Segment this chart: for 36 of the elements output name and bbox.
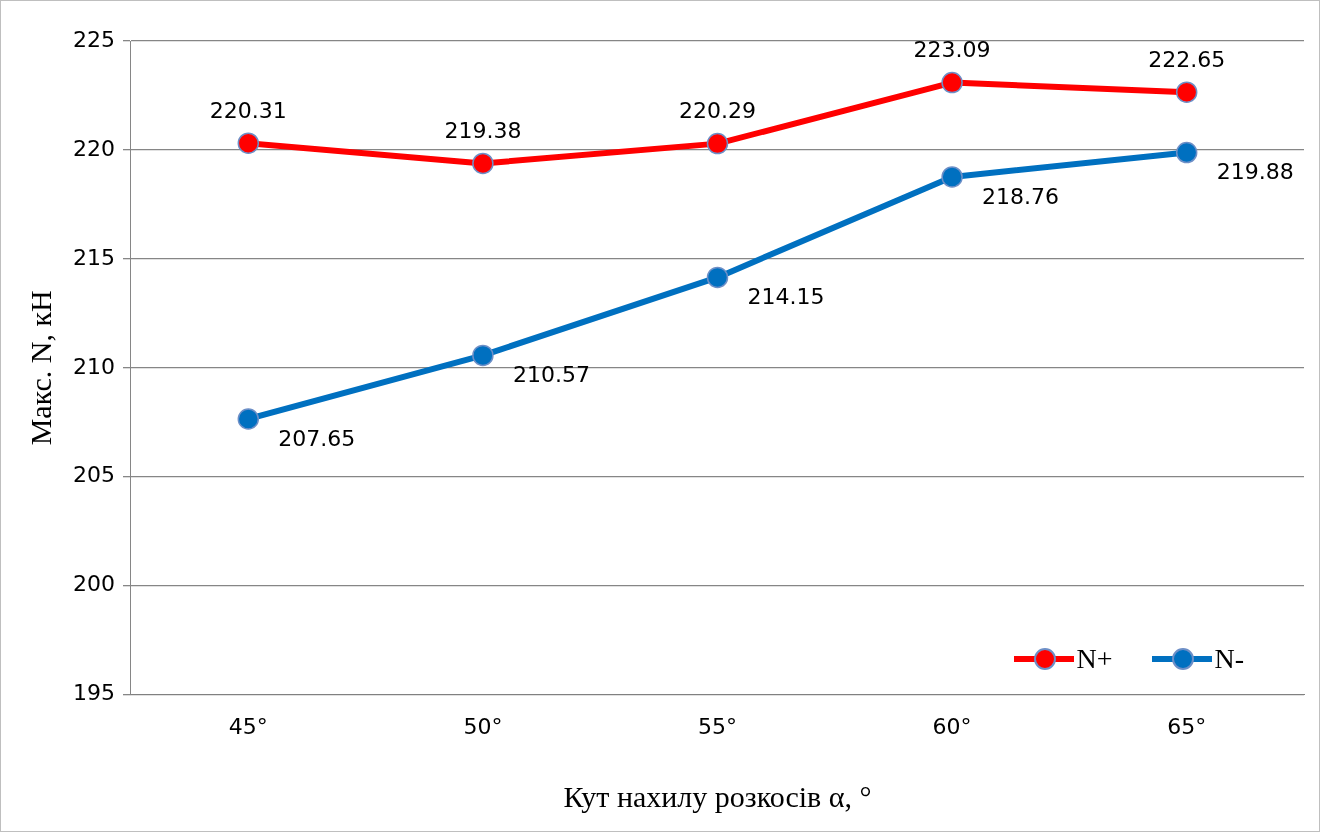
x-tick-label: 60° [932, 713, 972, 739]
x-tick-label: 50° [463, 713, 503, 739]
point [472, 152, 494, 175]
data-label: 222.65 [1148, 46, 1226, 72]
y-tick-label: 205 [72, 462, 115, 488]
point [706, 132, 729, 155]
point [237, 408, 260, 430]
point [1175, 141, 1198, 164]
y-tick-label: 200 [72, 571, 115, 597]
legend-label: N- [1214, 642, 1244, 675]
y-tick-label: 195 [72, 680, 115, 706]
point [1175, 81, 1198, 103]
point [706, 266, 729, 289]
data-label: 210.57 [512, 362, 590, 388]
data-label: 214.15 [747, 284, 825, 310]
x-tick-label: 45° [228, 713, 268, 739]
point [472, 344, 494, 367]
point [941, 71, 963, 94]
data-label: 219.88 [1216, 159, 1294, 185]
point [941, 166, 963, 188]
data-label: 220.29 [679, 98, 756, 124]
legend-label: N+ [1076, 642, 1113, 675]
data-label: 220.31 [209, 97, 287, 123]
x-tick-label: 55° [698, 713, 737, 739]
data-label: 218.76 [982, 183, 1060, 209]
y-axis-title: Макс. N, кН [23, 290, 57, 446]
y-tick-label: 215 [72, 244, 115, 270]
x-tick-label: 65° [1167, 713, 1207, 739]
data-label: 207.65 [278, 425, 356, 451]
y-tick-label: 220 [72, 135, 115, 161]
y-tick-label: 210 [72, 353, 115, 379]
y-tick-label: 225 [72, 26, 115, 52]
point [237, 132, 260, 154]
x-axis-title: Кут нахилу розкосів α, ° [563, 779, 872, 813]
data-label: 219.38 [444, 118, 522, 144]
data-label: 223.09 [913, 37, 991, 63]
